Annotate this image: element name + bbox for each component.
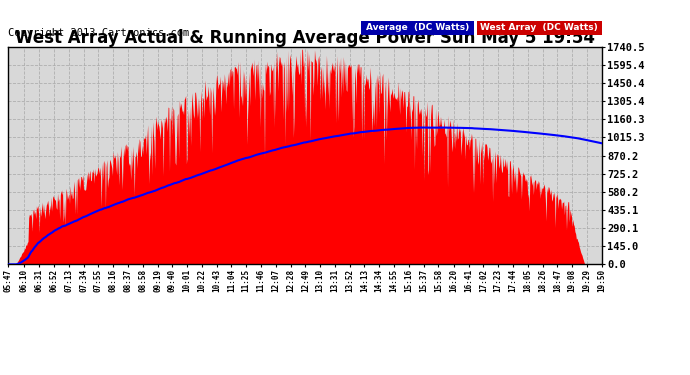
Text: West Array  (DC Watts): West Array (DC Watts) bbox=[480, 23, 598, 32]
Title: West Array Actual & Running Average Power Sun May 5 19:54: West Array Actual & Running Average Powe… bbox=[15, 29, 595, 47]
FancyBboxPatch shape bbox=[477, 21, 602, 35]
FancyBboxPatch shape bbox=[362, 21, 474, 35]
Text: Copyright 2013 Cartronics.com: Copyright 2013 Cartronics.com bbox=[8, 28, 190, 38]
Text: Average  (DC Watts): Average (DC Watts) bbox=[366, 23, 469, 32]
